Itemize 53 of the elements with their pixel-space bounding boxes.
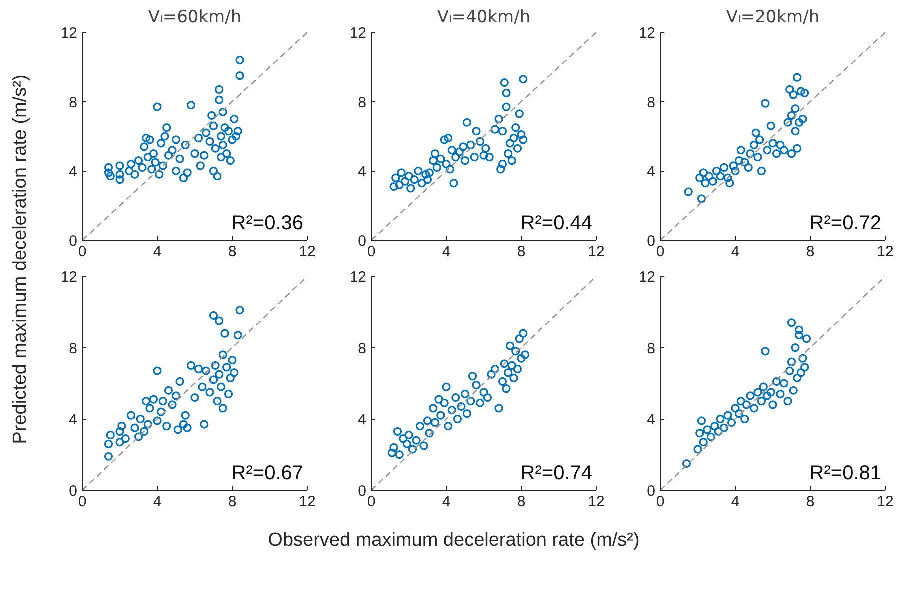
y-tick-label: 0 — [69, 483, 78, 500]
x-tick-label: 8 — [228, 494, 237, 510]
y-tick-label: 12 — [350, 269, 367, 286]
x-axis-title: Observed maximum deceleration rate (m/s²) — [268, 530, 640, 551]
y-tick-label: 4 — [647, 164, 656, 181]
y-tick-label: 4 — [647, 412, 656, 429]
y-tick-label: 8 — [647, 94, 656, 112]
x-tick-label: 12 — [588, 494, 605, 510]
annotation: R²=0.67 — [232, 462, 304, 484]
x-tick-label: 8 — [228, 244, 237, 260]
x-tick-label: 4 — [442, 494, 451, 510]
x-tick-label: 4 — [153, 494, 162, 510]
x-tick-label: 4 — [731, 244, 740, 260]
x-tick-label: 8 — [806, 494, 815, 510]
x-tick-label: 8 — [517, 494, 526, 510]
chart-title: Vₗ=40km/h — [437, 8, 531, 28]
annotation: R²=0.81 — [810, 462, 882, 484]
y-tick-label: 0 — [647, 233, 656, 250]
y-tick-label: 8 — [358, 94, 366, 112]
annotation: R²=0.44 — [520, 212, 593, 234]
x-tick-label: 4 — [153, 244, 162, 260]
chart-title: Vₗ=60km/h — [148, 8, 242, 28]
x-tick-label: 8 — [806, 244, 815, 260]
y-tick-label: 8 — [69, 340, 78, 358]
y-tick-label: 4 — [358, 412, 366, 429]
y-tick-label: 0 — [69, 233, 78, 250]
chart-title: Vₗ=20km/h — [726, 8, 820, 28]
y-axis-title: Predicted maximum deceleration rate (m/s²) — [10, 74, 31, 444]
y-tick-label: 12 — [60, 25, 78, 42]
y-tick-label: 8 — [647, 340, 656, 358]
y-tick-label: 4 — [69, 412, 78, 429]
y-tick-label: 8 — [358, 340, 366, 358]
annotation: R²=0.74 — [520, 462, 593, 484]
y-tick-label: 12 — [60, 269, 78, 286]
x-tick-label: 12 — [588, 244, 605, 260]
y-tick-label: 12 — [638, 269, 656, 286]
annotation: R²=0.36 — [232, 212, 304, 234]
x-tick-label: 4 — [442, 244, 451, 260]
y-tick-label: 4 — [358, 164, 366, 181]
x-tick-label: 4 — [731, 494, 740, 510]
x-tick-label: 12 — [877, 244, 894, 260]
x-tick-label: 12 — [299, 494, 316, 510]
y-tick-label: 12 — [638, 25, 656, 42]
x-tick-label: 8 — [517, 244, 526, 260]
y-tick-label: 0 — [358, 233, 366, 250]
x-tick-label: 12 — [299, 244, 316, 260]
y-tick-label: 0 — [358, 483, 366, 500]
annotation: R²=0.72 — [810, 212, 882, 234]
y-tick-label: 8 — [69, 94, 78, 112]
y-tick-label: 4 — [69, 164, 78, 181]
x-tick-label: 12 — [877, 494, 894, 510]
y-tick-label: 0 — [647, 483, 656, 500]
y-tick-label: 12 — [350, 25, 367, 42]
